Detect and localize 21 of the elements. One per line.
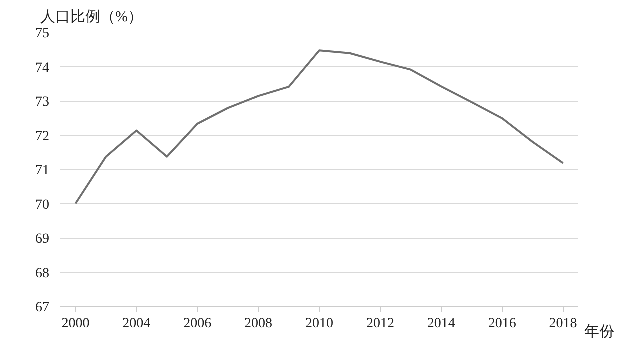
x-tick-label: 2010	[306, 316, 334, 332]
y-tick-label: 70	[36, 198, 50, 213]
x-tick-label: 2014	[427, 316, 456, 332]
x-tick-label: 2000	[62, 316, 90, 332]
x-tick-label: 2006	[184, 316, 212, 332]
y-tick-label: 74	[36, 60, 50, 76]
x-tick-label: 2018	[549, 316, 578, 332]
x-tick-label: 2004	[122, 316, 151, 332]
y-axis-title: 人口比例（%）	[40, 8, 143, 26]
x-tick-label: 2008	[244, 316, 273, 332]
y-tick-label: 75	[36, 26, 50, 42]
y-tick-label: 67	[36, 300, 50, 316]
y-tick-label: 68	[36, 266, 50, 282]
y-tick-label: 71	[36, 164, 50, 178]
x-tick-label: 2016	[488, 316, 516, 332]
y-tick-label: 72	[36, 129, 50, 144]
x-axis-title: 年份	[584, 324, 614, 340]
line-series	[74, 50, 564, 205]
y-tick-label: 69	[36, 232, 50, 247]
x-tick-label: 2012	[366, 316, 394, 332]
y-tick-label: 73	[36, 95, 50, 110]
